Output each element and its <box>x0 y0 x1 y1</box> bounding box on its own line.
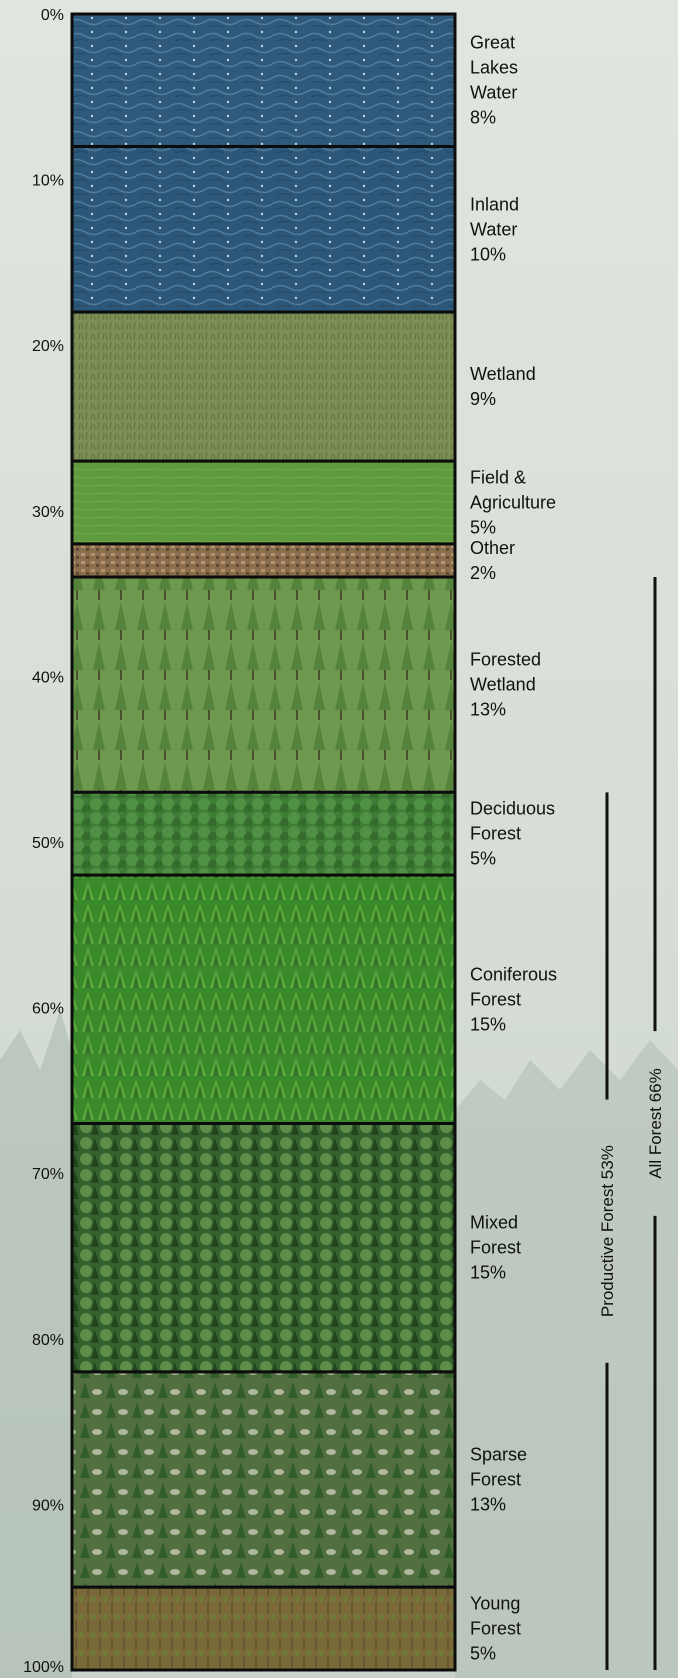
segment-label-line: Great <box>470 33 515 53</box>
segment-label-line: 13% <box>470 1495 506 1515</box>
segment-label-line: Water <box>470 219 517 239</box>
segment <box>70 873 457 1126</box>
segment-label-line: 15% <box>470 1263 506 1283</box>
segment-label-line: Wetland <box>470 364 536 384</box>
segment <box>70 1122 457 1374</box>
segment-texture <box>72 146 455 313</box>
segment-texture <box>72 543 455 578</box>
segment-label-line: Wetland <box>470 675 536 695</box>
segment-texture <box>72 875 455 1124</box>
segment <box>70 1370 457 1589</box>
y-axis-ticks: 0% 10% 20% 30% 40% 50% 60% 70% 80% 90% 100% <box>23 7 64 1676</box>
segment-label-line: Inland <box>470 194 519 214</box>
segment-label-line: Coniferous <box>470 964 557 984</box>
y-tick-label: 30% <box>32 504 64 521</box>
segment-label-line: Mixed <box>470 1213 518 1233</box>
bracket-label: Productive Forest 53% <box>598 1145 617 1317</box>
segment <box>70 144 457 314</box>
segment-texture <box>72 577 455 793</box>
background-tree-silhouette <box>0 1010 678 1678</box>
bracket-label: All Forest 66% <box>646 1068 665 1179</box>
segment-texture <box>72 1587 455 1670</box>
segment-label: Wetland 9% <box>470 364 536 409</box>
bracket: All Forest 66% <box>646 577 665 1670</box>
segment <box>70 542 457 579</box>
segment-label-line: Young <box>470 1594 520 1614</box>
y-tick-label: 50% <box>32 835 64 852</box>
segment-label: Field & Agriculture 5% <box>470 468 556 538</box>
segment-label-line: 10% <box>470 244 506 264</box>
y-tick-label: 100% <box>23 1659 64 1676</box>
segment-label-line: 8% <box>470 108 496 128</box>
segment-texture <box>72 461 455 544</box>
segment-texture <box>72 792 455 876</box>
y-tick-label: 20% <box>32 338 64 355</box>
segment-label-line: Forest <box>470 989 521 1009</box>
y-tick-label: 40% <box>32 669 64 686</box>
segment-texture <box>72 1123 455 1372</box>
y-tick-label: 10% <box>32 173 64 190</box>
segment-label: Inland Water 10% <box>470 194 519 264</box>
segment-label: Deciduous Forest 5% <box>470 799 555 869</box>
forest-brackets: Productive Forest 53% All Forest 66% <box>598 577 665 1670</box>
segment-label-line: Forested <box>470 650 541 670</box>
y-tick-label: 60% <box>32 1001 64 1018</box>
stacked-segments <box>70 12 457 1672</box>
y-tick-label: 70% <box>32 1166 64 1183</box>
bracket: Productive Forest 53% <box>598 792 617 1670</box>
segment <box>70 575 457 794</box>
segment-label-line: 9% <box>470 389 496 409</box>
segment-label-line: Water <box>470 83 517 103</box>
segment-label: Young Forest 5% <box>470 1594 521 1664</box>
segment-label-line: Forest <box>470 1470 521 1490</box>
segment-label: Coniferous Forest 15% <box>470 964 557 1034</box>
segment-label: Forested Wetland 13% <box>470 650 541 720</box>
segment-texture <box>72 312 455 462</box>
segment-border <box>70 1585 457 1672</box>
y-tick-label: 0% <box>41 7 64 24</box>
segment-label-line: Forest <box>470 824 521 844</box>
segment-label-line: Other <box>470 538 515 558</box>
segment-label-line: 5% <box>470 849 496 869</box>
segment <box>70 459 457 546</box>
segment-texture <box>72 14 455 147</box>
segment-label: Sparse Forest 13% <box>470 1445 527 1515</box>
segment-label-line: Forest <box>470 1619 521 1639</box>
segment-label-line: 5% <box>470 518 496 538</box>
segment-label-line: Forest <box>470 1238 521 1258</box>
segment-label-line: Lakes <box>470 58 518 78</box>
segment <box>70 790 457 877</box>
segment <box>70 1585 457 1672</box>
segment-label-line: Deciduous <box>470 799 555 819</box>
segment-label: Other 2% <box>470 538 515 583</box>
segment-labels: Great Lakes Water 8% Inland Water 10% Wetland 9%… <box>470 33 557 1664</box>
segment-label: Mixed Forest 15% <box>470 1213 521 1283</box>
y-tick-label: 80% <box>32 1332 64 1349</box>
segment-label-line: 15% <box>470 1014 506 1034</box>
segment-label-line: 2% <box>470 563 496 583</box>
y-tick-label: 90% <box>32 1497 64 1514</box>
segment-label-line: Agriculture <box>470 493 556 513</box>
segment <box>70 310 457 463</box>
segment-label-line: 5% <box>470 1644 496 1664</box>
segment-label-line: 13% <box>470 700 506 720</box>
segment-label-line: Sparse <box>470 1445 527 1465</box>
segment-label: Great Lakes Water 8% <box>470 33 518 128</box>
segment-texture <box>72 1371 455 1588</box>
segment <box>70 12 457 148</box>
segment-label-line: Field & <box>470 468 526 488</box>
